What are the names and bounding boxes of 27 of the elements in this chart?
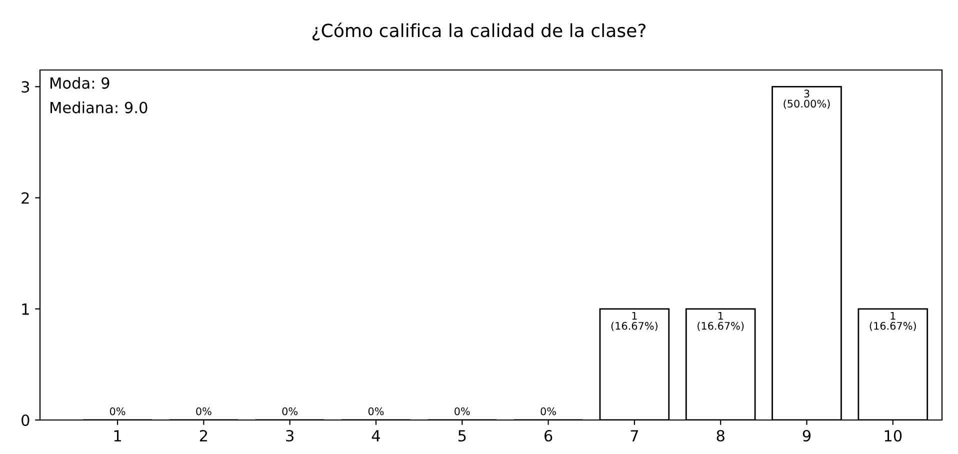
x-tick-label: 10 <box>884 430 902 442</box>
data-label: 0% <box>282 407 298 416</box>
chart-title: ¿Cómo califica la calidad de la clase? <box>312 22 646 41</box>
y-tick-label: 3 <box>22 81 30 93</box>
y-tick-label: 0 <box>22 414 30 426</box>
data-label: 0% <box>368 407 384 416</box>
data-label: 0% <box>540 407 556 416</box>
y-tick-label: 1 <box>22 304 29 315</box>
x-tick-label: 9 <box>802 430 811 442</box>
data-label: 1 (16.67%) <box>611 312 658 332</box>
data-label: 3 (50.00%) <box>784 90 830 109</box>
x-tick-label: 1 <box>114 430 121 442</box>
data-label: 0% <box>110 407 126 416</box>
x-tick-label: 3 <box>286 430 294 442</box>
x-tick-label: 4 <box>372 430 380 442</box>
x-tick-label: 2 <box>200 430 208 442</box>
data-label: 0% <box>454 407 470 416</box>
data-label: 1 (16.67%) <box>870 312 916 332</box>
data-label: 1 (16.67%) <box>698 312 744 332</box>
annotation: Moda: 9 <box>50 77 110 89</box>
x-tick-label: 7 <box>630 430 638 442</box>
x-tick-label: 8 <box>716 430 724 442</box>
annotation: Mediana: 9.0 <box>50 102 148 114</box>
x-tick-label: 5 <box>458 430 466 442</box>
y-tick-label: 2 <box>22 192 29 204</box>
x-tick-label: 6 <box>544 430 552 442</box>
data-label: 0% <box>196 407 212 416</box>
